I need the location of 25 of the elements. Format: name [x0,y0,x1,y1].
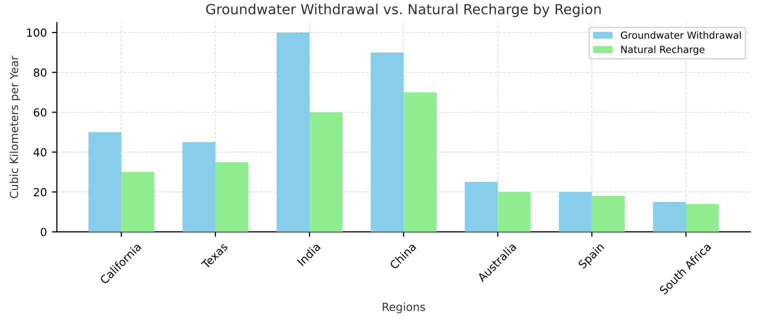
y-tick-label: 20 [34,188,46,196]
y-axis-title: Cubic Kilometers per Year [10,56,20,198]
bar [88,132,122,232]
bar [121,172,154,232]
bar [686,204,719,232]
legend-label: Natural Recharge [621,46,704,55]
y-tick-label: 60 [34,108,46,117]
y-tick-label: 100 [27,28,46,37]
bar [182,142,216,232]
chart-title: Groundwater Withdrawal vs. Natural Recharge by Region [206,4,601,18]
bar [310,112,342,232]
bar [276,32,310,232]
bar [498,192,531,232]
bar [464,182,498,232]
x-axis-title: Regions [382,302,426,314]
legend-label: Groundwater Withdrawal [620,31,741,39]
y-tick-label: 40 [34,148,46,156]
bar [592,196,625,232]
y-tick-label: 80 [34,68,46,77]
bar [404,92,437,232]
y-tick-label: 0 [40,228,46,236]
bar [215,162,248,232]
bar [653,202,686,232]
bar [558,192,592,232]
bar [370,52,404,232]
